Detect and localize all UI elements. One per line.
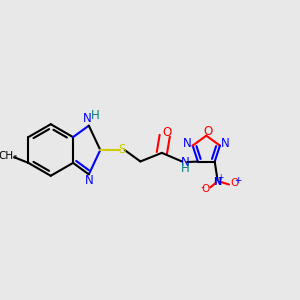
Text: N: N (214, 177, 222, 187)
Text: N: N (84, 174, 93, 187)
Text: N: N (221, 137, 230, 150)
Text: -: - (200, 182, 204, 192)
Text: N: N (183, 137, 192, 150)
Text: H: H (91, 109, 100, 122)
Text: N: N (180, 156, 189, 170)
Text: CH₃: CH₃ (0, 151, 17, 161)
Text: O: O (201, 184, 209, 194)
Text: O: O (162, 126, 172, 139)
Text: N: N (83, 112, 92, 125)
Text: +: + (235, 176, 242, 185)
Text: +: + (217, 173, 224, 182)
Text: O: O (231, 178, 239, 188)
Text: O: O (203, 125, 212, 138)
Text: S: S (118, 142, 125, 156)
Text: H: H (180, 162, 189, 175)
